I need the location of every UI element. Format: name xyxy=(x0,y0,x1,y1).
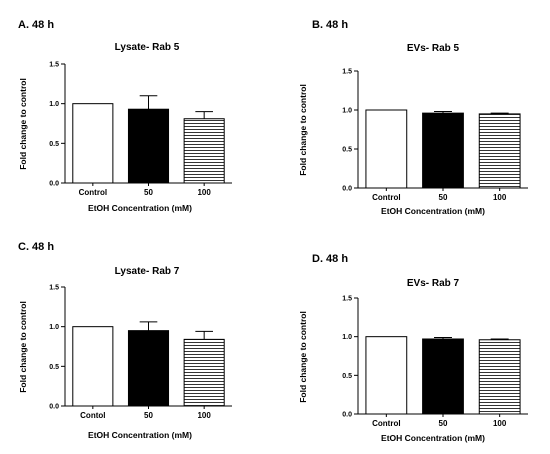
bar-50 xyxy=(422,338,464,415)
x-axis-label: EtOH Concentration (mM) xyxy=(381,433,485,443)
bar-50 xyxy=(422,112,464,189)
y-axis-label: Fold change to control xyxy=(298,311,308,403)
y-tick-label: 0.5 xyxy=(342,147,352,154)
y-tick-label: 0.0 xyxy=(342,186,352,193)
plot-c: 0.0 0.5 1.0 1.5 Contol 50 100 xyxy=(49,285,232,420)
bar-50 xyxy=(127,108,170,184)
x-tick-label: Control xyxy=(372,419,400,428)
panel-label: B. 48 h xyxy=(312,19,348,31)
panel-label: A. 48 h xyxy=(18,19,54,31)
plot-d: 0.0 0.5 1.0 1.5 Control 50 100 xyxy=(342,296,528,428)
y-tick-label: 1.5 xyxy=(49,62,59,69)
chart-title: EVs- Rab 5 xyxy=(407,43,460,54)
x-tick-label: 100 xyxy=(493,193,507,202)
x-tick-label: 100 xyxy=(197,411,211,420)
bar-control xyxy=(365,336,408,415)
y-tick-label: 1.0 xyxy=(49,101,59,108)
y-tick-label: 1.5 xyxy=(49,285,59,292)
bar-contol xyxy=(72,326,114,407)
panel-d: D. 48 h EVs- Rab 7 Fold change to contro… xyxy=(298,253,528,443)
panel-label: C. 48 h xyxy=(18,241,54,253)
x-tick-label: 50 xyxy=(439,193,448,202)
bar-50 xyxy=(127,330,170,407)
panel-a: A. 48 h Lysate- Rab 5 Fold change to con… xyxy=(18,19,232,213)
bar-100 xyxy=(478,113,521,189)
y-tick-label: 1.5 xyxy=(342,296,352,303)
x-tick-label: 50 xyxy=(439,419,448,428)
x-tick-label: Control xyxy=(372,193,400,202)
plot-b: 0.0 0.5 1.0 1.5 Control 50 100 xyxy=(342,69,528,202)
chart-title: EVs- Rab 7 xyxy=(407,278,460,289)
y-tick-label: 0.0 xyxy=(49,404,59,411)
y-tick-label: 0.0 xyxy=(49,181,59,188)
y-tick-label: 0.0 xyxy=(342,412,352,419)
bar-control xyxy=(365,109,408,189)
bar-control xyxy=(72,103,114,184)
x-tick-label: 50 xyxy=(144,411,153,420)
y-tick-label: 0.5 xyxy=(49,364,59,371)
x-tick-label: 50 xyxy=(144,188,153,197)
y-axis-label: Fold change to control xyxy=(18,301,28,393)
x-axis-label: EtOH Concentration (mM) xyxy=(381,206,485,216)
y-tick-label: 1.0 xyxy=(342,108,352,115)
panel-c: C. 48 h Lysate- Rab 7 Fold change to con… xyxy=(18,241,232,440)
y-axis-label: Fold change to control xyxy=(18,78,28,170)
panel-b: B. 48 h EVs- Rab 5 Fold change to contro… xyxy=(298,19,528,216)
x-tick-label: 100 xyxy=(493,419,507,428)
bar-100 xyxy=(183,118,225,184)
y-tick-label: 1.0 xyxy=(342,334,352,341)
y-tick-label: 0.5 xyxy=(342,373,352,380)
plot-a: 0.0 0.5 1.0 1.5 Control 50 100 xyxy=(49,62,232,197)
x-tick-label: Control xyxy=(79,188,107,197)
y-tick-label: 1.5 xyxy=(342,69,352,76)
y-tick-label: 1.0 xyxy=(49,324,59,331)
y-axis-label: Fold change to control xyxy=(298,84,308,176)
x-axis-label: EtOH Concentration (mM) xyxy=(88,203,192,213)
chart-title: Lysate- Rab 7 xyxy=(115,266,180,277)
x-tick-label: 100 xyxy=(197,188,211,197)
bar-100 xyxy=(183,338,225,407)
panel-label: D. 48 h xyxy=(312,253,348,265)
x-axis-label: EtOH Concentration (mM) xyxy=(88,430,192,440)
bar-100 xyxy=(478,339,521,415)
chart-title: Lysate- Rab 5 xyxy=(115,42,180,53)
x-tick-label: Contol xyxy=(80,411,105,420)
y-tick-label: 0.5 xyxy=(49,141,59,148)
